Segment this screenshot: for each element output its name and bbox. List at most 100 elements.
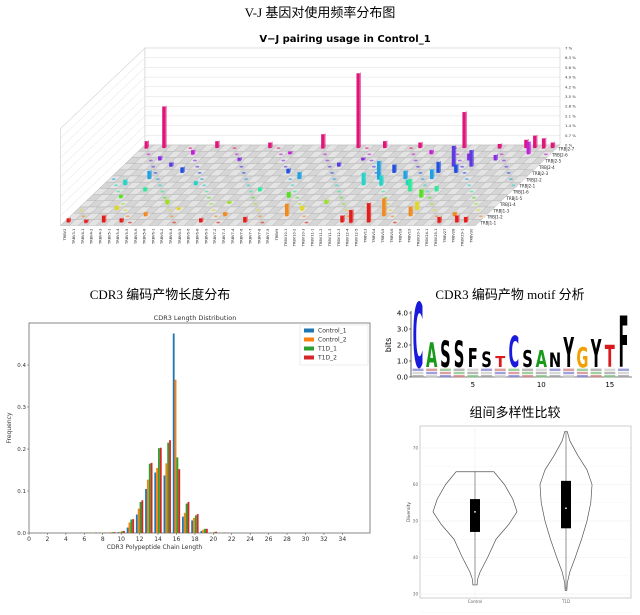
bar-side — [432, 149, 434, 155]
box-Control — [470, 499, 480, 532]
floor-marker — [462, 172, 467, 174]
bar-side — [437, 184, 439, 192]
floor-marker — [248, 190, 253, 193]
minor-letter — [508, 371, 520, 375]
bar-TRBV16-TRBJ1-5 — [419, 189, 423, 198]
floor-marker — [251, 196, 256, 199]
floor-marker — [332, 178, 337, 181]
floor-marker — [330, 172, 335, 174]
bar-T1D_1-14 — [158, 448, 160, 533]
y-tick-label: 70 — [413, 446, 419, 451]
bar-side — [340, 161, 342, 167]
z-gridline-left — [60, 115, 146, 197]
bar-side — [411, 178, 413, 192]
v-gene-label: TRBV10-2 — [293, 229, 297, 248]
legend-label: Control_1 — [318, 328, 347, 335]
y-tick-label: 60 — [413, 482, 419, 487]
minor-letter — [481, 375, 492, 378]
v-gene-label: TRBV11-2 — [319, 229, 323, 248]
bar-side — [230, 200, 232, 204]
minor-letter — [535, 368, 547, 371]
bar-side — [87, 218, 89, 223]
v-gene-label: TRBV12-5 — [354, 229, 358, 248]
bar-TRBV6-1-TRBJ2-1 — [193, 181, 198, 186]
x-tick-label: 4 — [64, 536, 68, 543]
minor-letter — [522, 371, 534, 375]
minor-letter — [426, 371, 438, 375]
length-chart-title: CDR3 Length Distribution — [154, 314, 237, 322]
logo-letter-9: S — [522, 345, 533, 373]
y-tick-label: 0.3 — [17, 405, 26, 411]
floor-marker — [206, 196, 211, 199]
bar-TRBV12-3-TRBJ2-3 — [392, 164, 396, 173]
z-gridline-left — [60, 57, 146, 139]
violin-Control — [432, 471, 518, 586]
bar-side — [126, 178, 128, 186]
bar-side — [421, 141, 423, 149]
floor-marker — [385, 203, 390, 205]
floor-marker — [241, 172, 246, 174]
floor-marker — [81, 215, 86, 218]
z-gridline-left — [60, 135, 146, 217]
bar-side — [458, 214, 460, 223]
minor-letter — [453, 371, 465, 375]
logo-letter-12: Y — [563, 331, 575, 378]
floor-marker — [292, 190, 297, 193]
v-gene-label: TRBV13 — [363, 229, 367, 244]
heading-motif: CDR3 编码产物 motif 分析 — [435, 287, 584, 302]
floor-marker — [323, 153, 328, 156]
bar-side — [290, 191, 292, 198]
bar-side — [496, 153, 498, 161]
bar-TRBV11-3-TRBJ2-2 — [376, 161, 381, 180]
violin-T1D — [539, 431, 593, 591]
bar-T1D_1-11 — [130, 519, 133, 533]
x-tick-label: Control — [468, 599, 482, 604]
median-T1D — [565, 507, 567, 510]
floor-marker — [502, 159, 507, 162]
minor-letter — [426, 375, 438, 378]
bar-side — [288, 202, 290, 217]
bar-Control_1-17 — [181, 516, 184, 533]
floor-marker — [413, 159, 418, 162]
minor-letter — [481, 371, 492, 375]
bar-TRBV19-TRBJ2-4 — [469, 150, 473, 167]
floor-marker — [420, 178, 425, 181]
vj-chart-title: V−J pairing usage in Control_1 — [259, 34, 430, 45]
floor-marker — [146, 153, 151, 156]
x-tick-label: 24 — [246, 536, 254, 543]
j-gene-label: TRBJ1-5 — [505, 196, 522, 201]
bar-TRBV4-1-TRBJ2-7 — [162, 106, 166, 149]
floor-marker — [504, 165, 509, 168]
legend-label: T1D_1 — [317, 346, 337, 353]
y-axis-label: Diversity — [406, 502, 412, 522]
floor-marker — [232, 147, 237, 150]
logo-letter-7: T — [495, 354, 506, 371]
logo-letter-1: C — [413, 285, 424, 390]
z-gridline-left — [60, 86, 146, 168]
bar-TRBV10-3-TRBJ2-7 — [382, 141, 387, 149]
z-tick-label: 0.7 % — [565, 133, 576, 138]
median-Control — [474, 510, 476, 513]
bar-side — [500, 142, 503, 149]
bar-Control_2-11 — [128, 522, 131, 533]
logo-letter-2: A — [426, 337, 438, 376]
floor-marker — [155, 178, 160, 181]
floor-marker — [244, 178, 249, 181]
x-tick-label: T1D — [561, 599, 570, 604]
bar-Control_2-10 — [119, 531, 122, 533]
bar-TRBV24-1-TRBJ2-5 — [493, 154, 497, 161]
bar-TRBV10-3-TRBJ1-4 — [324, 199, 328, 204]
y-tick-label: 0.2 — [17, 447, 26, 453]
y-tick-label: 0.0 — [397, 374, 408, 382]
bar-TRBV7-8-TRBJ1-5 — [286, 192, 291, 198]
bar-TRBV5-1-TRBJ1-6 — [143, 187, 147, 192]
bar-side — [300, 171, 302, 180]
j-gene-label: TRBJ1-2 — [486, 215, 503, 220]
v-gene-label: TRBV5-4 — [116, 228, 120, 245]
z-tick-label: 1.4 % — [565, 123, 576, 128]
v-gene-label: TRBV3-1 — [72, 229, 76, 245]
z-gridline-left — [60, 76, 146, 158]
minor-letter — [535, 371, 547, 375]
bar-Control_2-12 — [137, 508, 140, 533]
minor-letter — [522, 375, 534, 378]
